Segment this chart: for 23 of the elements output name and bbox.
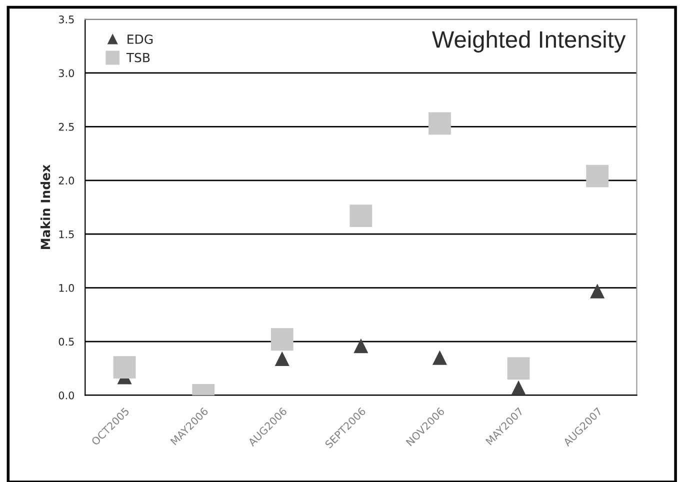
y-axis-title: Makin Index (40, 164, 50, 249)
y-tick-label: 2.0 (58, 176, 74, 185)
y-tick-label: 3.0 (58, 69, 74, 78)
point (354, 338, 368, 354)
point (270, 328, 294, 351)
legend-label: TSB (126, 52, 150, 62)
y-tick-label: 0.5 (58, 338, 74, 346)
point (507, 357, 530, 380)
point (432, 350, 448, 365)
point (586, 164, 609, 188)
legend-label: EDG (128, 34, 153, 44)
y-tick-label: 1.5 (59, 230, 74, 238)
point (113, 356, 136, 379)
y-tick-label: 2.5 (58, 122, 74, 131)
y-tick-label: 1.0 (59, 284, 74, 292)
point (350, 204, 372, 228)
point (511, 380, 526, 396)
point (590, 284, 605, 298)
point (274, 351, 290, 366)
y-tick-label: 0.0 (58, 391, 74, 400)
point (428, 112, 451, 135)
annotation: Weighted Intensity (432, 30, 626, 53)
y-tick-label: 3.5 (58, 16, 74, 24)
